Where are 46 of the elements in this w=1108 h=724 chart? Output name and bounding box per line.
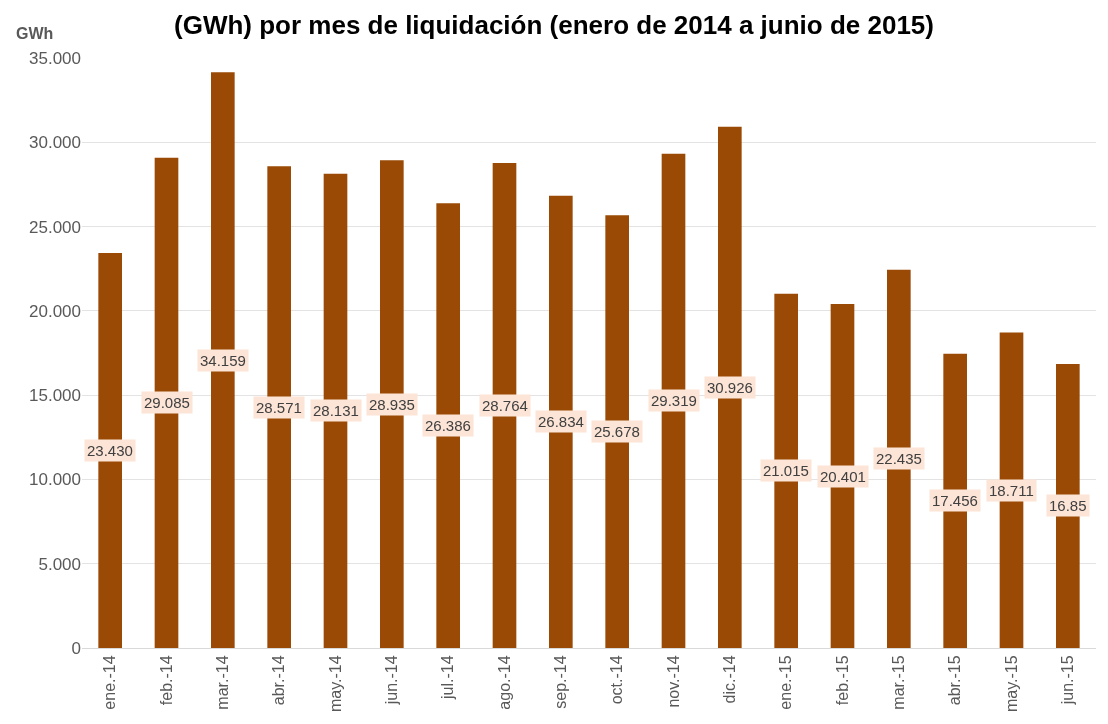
data-label: 17.456 [932, 492, 978, 509]
x-tick-label: feb.-14 [157, 655, 175, 706]
x-tick-label: oct.-14 [608, 655, 626, 705]
x-tick-label: jul.-14 [439, 655, 457, 700]
x-tick-label: ago.-14 [495, 655, 513, 710]
data-label: 28.571 [256, 399, 302, 416]
data-label: 20.401 [820, 468, 866, 485]
x-tick-label: may.-15 [1002, 655, 1020, 713]
data-label: 25.678 [594, 423, 640, 440]
data-label: 30.926 [707, 379, 753, 396]
data-label: 28.764 [482, 397, 528, 414]
x-tick-label: feb.-15 [833, 655, 851, 706]
x-tick-label: mar.-15 [890, 655, 908, 710]
x-tick-label: sep.-14 [552, 655, 570, 709]
x-tick-label: dic.-14 [721, 655, 739, 704]
data-label: 23.430 [87, 442, 133, 459]
data-label: 22.435 [876, 450, 922, 467]
data-label: 29.319 [651, 392, 697, 409]
x-tick-label: nov.-14 [664, 655, 682, 708]
y-tick-label: 0 [71, 638, 81, 658]
y-tick-label: 30.000 [29, 133, 81, 153]
chart-title: (GWh) por mes de liquidación (enero de 2014 a junio de 2015) [174, 10, 934, 41]
y-axis-title: GWh [16, 25, 54, 42]
y-tick-label: 35.000 [29, 48, 81, 68]
x-tick-label: abr.-14 [270, 655, 288, 706]
data-label: 26.386 [425, 417, 471, 434]
x-tick-label: mar.-14 [214, 655, 232, 710]
y-tick-label: 10.000 [29, 470, 81, 490]
data-label: 28.935 [369, 396, 415, 413]
y-tick-label: 5.000 [38, 554, 81, 574]
data-label: 18.711 [989, 482, 1034, 499]
data-label: 26.834 [538, 413, 584, 430]
y-tick-label: 20.000 [29, 301, 81, 321]
x-tick-label: may.-14 [326, 655, 344, 713]
x-tick-label: jun.-14 [383, 655, 401, 706]
data-label: 29.085 [144, 394, 190, 411]
y-tick-label: 15.000 [29, 386, 81, 406]
data-label: 28.131 [313, 402, 359, 419]
data-label: 16.85 [1049, 497, 1087, 514]
y-tick-label: 25.000 [29, 217, 81, 237]
x-tick-label: jun.-15 [1059, 655, 1077, 706]
x-tick-label: ene.-15 [777, 655, 795, 710]
data-label: 34.159 [200, 352, 246, 369]
x-tick-label: ene.-14 [101, 655, 119, 710]
x-tick-label: abr.-15 [946, 655, 964, 706]
data-label: 21.015 [763, 462, 809, 479]
